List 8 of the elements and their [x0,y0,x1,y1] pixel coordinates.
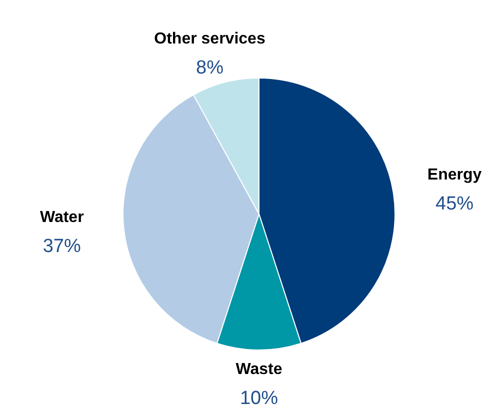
slice-label: Energy [427,166,482,184]
data-label: 37% [42,236,81,257]
slice-label: Water [40,208,84,226]
data-label: 45% [436,194,474,215]
data-label: 8% [196,57,224,78]
slice-label: Waste [236,361,282,378]
data-label: 10% [240,388,278,408]
slice-label: Other services [154,30,266,48]
